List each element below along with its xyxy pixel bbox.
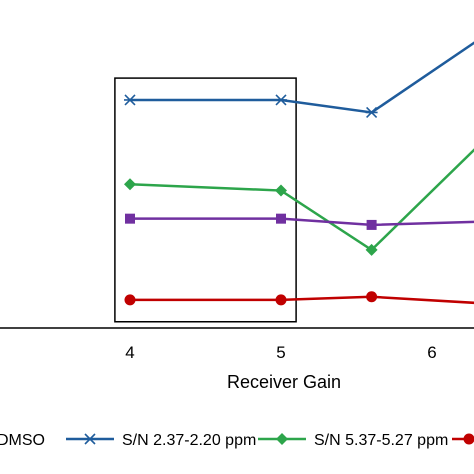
series-1-point-3	[366, 291, 378, 303]
series-3-point-1	[124, 178, 136, 191]
series-4-point-2	[276, 213, 286, 224]
highlight-box-layer	[114, 77, 297, 323]
series-3-point-2	[275, 184, 287, 197]
series-1-point-2	[275, 294, 287, 306]
x-axis-title: Receiver Gain	[227, 372, 341, 392]
series-2-point-3	[365, 106, 378, 119]
series-2	[124, 41, 474, 119]
series-3	[124, 148, 474, 256]
series-layer	[124, 41, 474, 306]
x-tick-labels: 4 5 6	[125, 343, 436, 362]
highlight-box	[114, 77, 297, 323]
series-line-3	[129, 148, 474, 252]
legend-item-cropped	[452, 433, 474, 445]
series-line-4	[130, 217, 474, 227]
x-tick-label: 4	[125, 343, 134, 362]
x-tick-label: 6	[427, 343, 436, 362]
legend-swatch-marker	[463, 433, 474, 445]
series-2-point-1	[124, 94, 136, 106]
series-line-1	[130, 295, 474, 305]
x-tick-label: 5	[276, 343, 285, 362]
legend-item-3: S/N 5.37-5.27 ppm	[258, 432, 448, 449]
legend-item-2: S/N 2.37-2.20 ppm	[66, 432, 256, 449]
legend-swatch-marker	[276, 433, 288, 445]
series-3-point-3	[365, 243, 378, 256]
series-4	[125, 213, 474, 230]
series-2-point-2	[275, 94, 287, 106]
series-4-point-3	[366, 219, 377, 230]
legend-label-3: S/N 5.37-5.27 ppm	[314, 432, 448, 449]
series-line-2	[130, 41, 474, 114]
series-1-point-1	[124, 294, 136, 306]
series-1	[124, 291, 474, 306]
legend-label-2: S/N 2.37-2.20 ppm	[122, 432, 256, 449]
plot-area-frame	[0, 327, 474, 329]
legend-label-1: DMSO	[0, 432, 45, 449]
legend-swatch-marker	[84, 433, 96, 445]
legend: DMSO S/N 2.37-2.20 ppm S/N 5.37-5.27 ppm	[0, 432, 474, 449]
series-4-point-1	[125, 213, 135, 224]
